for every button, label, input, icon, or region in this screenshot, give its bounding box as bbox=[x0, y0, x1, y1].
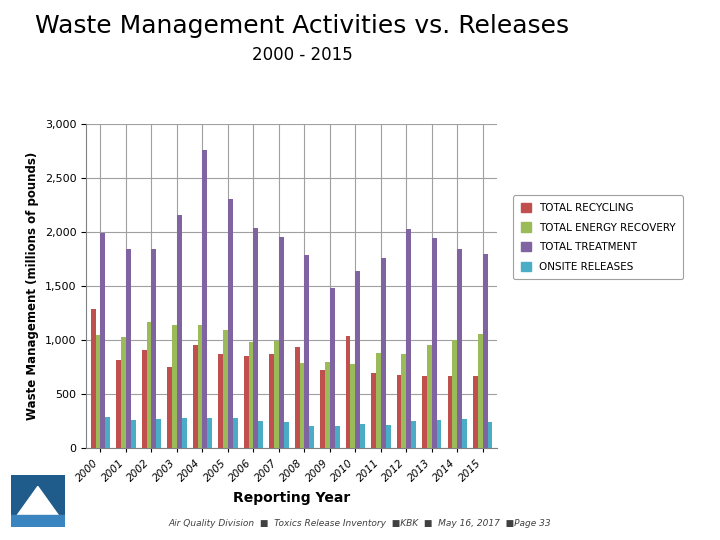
Bar bbox=[177, 215, 181, 448]
Bar bbox=[351, 364, 356, 448]
Bar bbox=[279, 237, 284, 448]
Bar bbox=[346, 336, 351, 448]
Bar bbox=[483, 254, 487, 448]
Bar bbox=[126, 249, 131, 448]
Bar bbox=[258, 421, 263, 448]
Bar bbox=[330, 288, 335, 448]
Bar bbox=[116, 360, 121, 448]
Text: 2000 - 2015: 2000 - 2015 bbox=[252, 46, 353, 64]
Bar bbox=[147, 322, 151, 448]
Bar bbox=[274, 341, 279, 448]
Text: Waste Management Activities vs. Releases: Waste Management Activities vs. Releases bbox=[35, 14, 570, 37]
Bar bbox=[411, 421, 416, 448]
Bar bbox=[300, 363, 305, 448]
Bar bbox=[436, 420, 441, 448]
Bar bbox=[406, 229, 411, 448]
Bar bbox=[335, 426, 340, 448]
Y-axis label: Waste Management (millions of pounds): Waste Management (millions of pounds) bbox=[27, 152, 40, 420]
Bar bbox=[181, 418, 186, 448]
Bar bbox=[356, 271, 360, 448]
Bar bbox=[11, 515, 65, 526]
Bar bbox=[91, 309, 96, 448]
Bar bbox=[223, 330, 228, 448]
Bar bbox=[309, 426, 314, 448]
Bar bbox=[371, 373, 376, 448]
Bar bbox=[207, 418, 212, 448]
Bar bbox=[172, 325, 177, 448]
X-axis label: Reporting Year: Reporting Year bbox=[233, 491, 350, 505]
Bar bbox=[422, 376, 427, 448]
Text: Air Quality Division  ■  Toxics Release Inventory  ■KBK  ■  May 16, 2017  ■Page : Air Quality Division ■ Toxics Release In… bbox=[168, 519, 552, 528]
Bar bbox=[305, 255, 309, 448]
Bar bbox=[193, 345, 197, 448]
Bar bbox=[121, 337, 126, 448]
Bar bbox=[381, 258, 386, 448]
Bar bbox=[100, 233, 105, 448]
Bar bbox=[478, 334, 483, 448]
Bar bbox=[432, 238, 436, 448]
Bar bbox=[325, 362, 330, 448]
Bar bbox=[248, 342, 253, 448]
Bar bbox=[397, 375, 402, 448]
Bar bbox=[320, 370, 325, 448]
Bar bbox=[473, 376, 478, 448]
Bar bbox=[487, 422, 492, 448]
Bar bbox=[96, 335, 100, 448]
Bar bbox=[448, 376, 452, 448]
Bar bbox=[253, 228, 258, 448]
Bar bbox=[151, 249, 156, 448]
Bar bbox=[402, 354, 406, 448]
Polygon shape bbox=[17, 487, 58, 515]
Bar bbox=[462, 419, 467, 448]
Bar bbox=[457, 249, 462, 448]
Bar bbox=[233, 418, 238, 448]
Bar bbox=[294, 347, 300, 448]
Bar bbox=[452, 340, 457, 448]
Bar bbox=[156, 419, 161, 448]
Bar bbox=[202, 150, 207, 448]
Bar bbox=[167, 367, 172, 448]
Bar bbox=[386, 425, 390, 448]
Bar bbox=[284, 422, 289, 448]
Bar bbox=[243, 356, 248, 448]
Bar bbox=[142, 350, 147, 448]
Bar bbox=[376, 353, 381, 448]
Bar bbox=[427, 345, 432, 448]
Bar bbox=[218, 354, 223, 448]
Bar bbox=[360, 424, 365, 448]
Bar bbox=[105, 417, 110, 448]
Bar bbox=[131, 420, 135, 448]
Bar bbox=[228, 199, 233, 448]
Bar bbox=[197, 325, 202, 448]
Bar bbox=[269, 354, 274, 448]
Legend: TOTAL RECYCLING, TOTAL ENERGY RECOVERY, TOTAL TREATMENT, ONSITE RELEASES: TOTAL RECYCLING, TOTAL ENERGY RECOVERY, … bbox=[513, 195, 683, 279]
